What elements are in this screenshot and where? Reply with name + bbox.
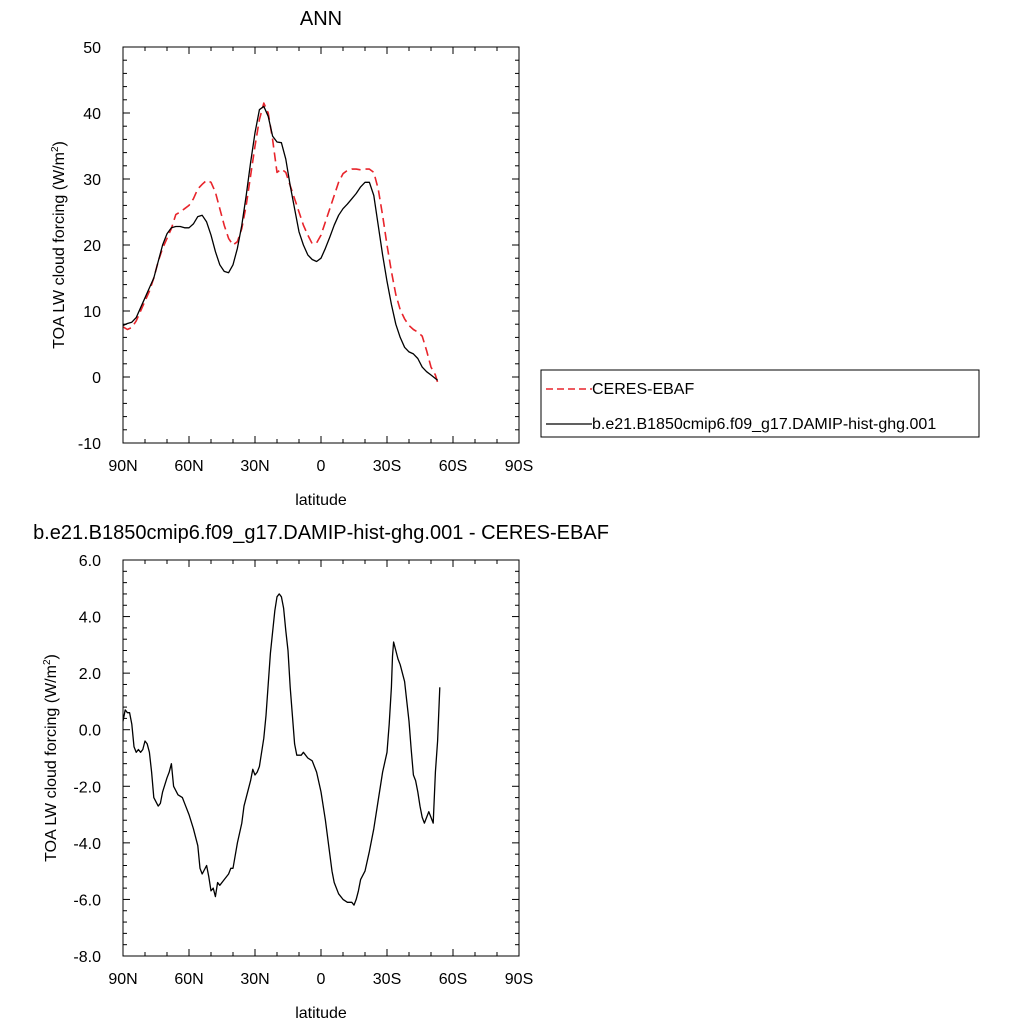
legend-box: [540, 369, 980, 438]
bottom-x-axis-label: latitude: [295, 1005, 347, 1022]
top-panel: ANN 90N 60N 30N 0 30S 60S 90S -10 0 10 20 30 40 50 la…: [50, 8, 533, 509]
top-x-tick-label: 60S: [439, 458, 467, 475]
bottom-x-tick-label: 90N: [108, 971, 137, 988]
top-plot-frame: [122, 46, 520, 444]
bottom-y-tick-label: -2.0: [73, 779, 101, 796]
top-series-layer: [122, 102, 439, 383]
legend-label-ceres-ebaf: CERES-EBAF: [592, 381, 694, 398]
legend: CERES-EBAF b.e21.B1850cmip6.f09_g17.DAMI…: [540, 369, 980, 438]
bottom-x-tick-label: 90S: [505, 971, 533, 988]
top-x-tick-label: 90N: [108, 458, 137, 475]
bottom-panel: b.e21.B1850cmip6.f09_g17.DAMIP-hist-ghg.…: [33, 522, 609, 1022]
top-y-tick-label: 0: [92, 370, 101, 387]
bottom-series-layer: [122, 593, 441, 906]
bottom-x-tick-label: 60S: [439, 971, 467, 988]
bottom-y-tick-label: -8.0: [73, 949, 101, 966]
bottom-y-tick-label: 2.0: [79, 666, 101, 683]
top-series-line-0: [122, 102, 439, 383]
top-chart-title: ANN: [300, 8, 342, 30]
top-x-tick-label: 30N: [240, 458, 269, 475]
top-tick-layer: 90N 60N 30N 0 30S 60S 90S -10 0 10 20 30 40 50: [78, 40, 533, 475]
top-y-axis-label: TOA LW cloud forcing (W/m2): [50, 141, 68, 349]
top-y-tick-label: 50: [83, 40, 101, 57]
top-series-line-1: [122, 105, 439, 381]
top-y-tick-label: -10: [78, 436, 101, 453]
top-x-tick-label: 0: [317, 458, 326, 475]
legend-label-model: b.e21.B1850cmip6.f09_g17.DAMIP-hist-ghg.…: [592, 416, 936, 433]
bottom-y-tick-label: -6.0: [73, 892, 101, 909]
top-y-tick-label: 40: [83, 106, 101, 123]
bottom-x-tick-label: 60N: [174, 971, 203, 988]
top-y-tick-label: 20: [83, 238, 101, 255]
bottom-series-line-0: [122, 593, 441, 906]
bottom-chart-title: b.e21.B1850cmip6.f09_g17.DAMIP-hist-ghg.…: [33, 522, 609, 544]
top-y-tick-label: 30: [83, 172, 101, 189]
bottom-y-tick-label: 4.0: [79, 610, 101, 627]
bottom-x-tick-label: 30N: [240, 971, 269, 988]
bottom-x-tick-label: 0: [317, 971, 326, 988]
bottom-tick-layer: 90N 60N 30N 0 30S 60S 90S -8.0 -6.0 -4.0 -2.0 0.0 2.…: [73, 553, 533, 988]
bottom-y-tick-label: -4.0: [73, 836, 101, 853]
top-x-axis-label: latitude: [295, 492, 347, 509]
bottom-y-tick-label: 0.0: [79, 723, 101, 740]
top-x-tick-label: 30S: [373, 458, 401, 475]
bottom-y-tick-label: 6.0: [79, 553, 101, 570]
bottom-y-axis-label: TOA LW cloud forcing (W/m2): [42, 654, 60, 862]
top-y-tick-label: 10: [83, 304, 101, 321]
bottom-plot-frame: [122, 559, 520, 957]
top-x-tick-label: 90S: [505, 458, 533, 475]
bottom-x-tick-label: 30S: [373, 971, 401, 988]
top-x-tick-label: 60N: [174, 458, 203, 475]
